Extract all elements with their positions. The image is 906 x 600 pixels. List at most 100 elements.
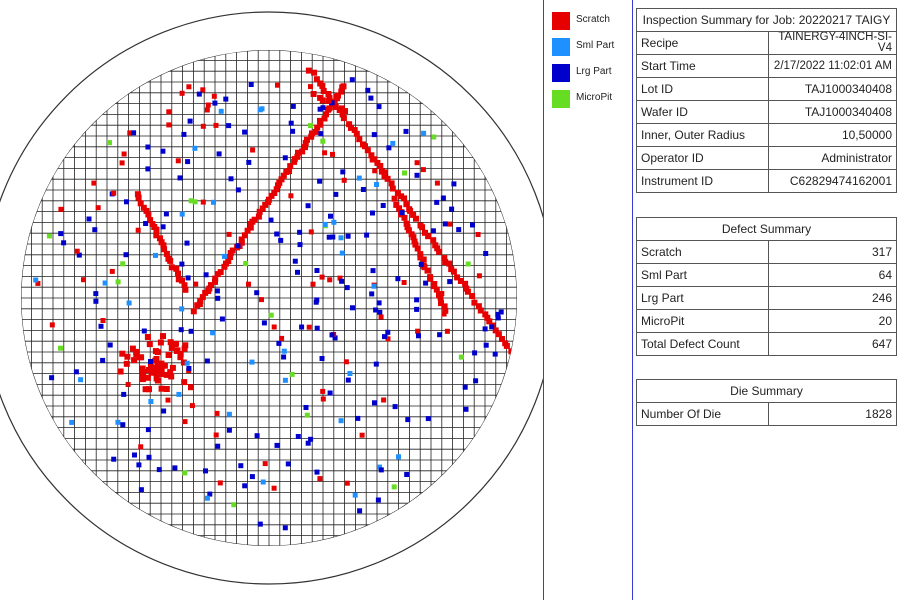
defect-marker <box>172 465 178 471</box>
defect-marker <box>58 345 63 351</box>
defect-marker <box>392 404 398 410</box>
defect-marker <box>369 291 375 297</box>
defect-marker <box>246 281 251 287</box>
defect-marker <box>203 272 209 278</box>
defect-marker <box>153 226 160 233</box>
defect-marker <box>381 397 387 403</box>
defect-marker <box>246 159 252 165</box>
defect-marker <box>136 354 143 361</box>
defect-marker <box>282 377 288 383</box>
defect-marker <box>76 252 82 258</box>
defect-marker <box>111 190 117 196</box>
defect-marker <box>430 283 437 290</box>
defect-marker <box>434 245 441 252</box>
defect-marker <box>351 127 358 133</box>
table-row: Inner, Outer Radius 10,50000 <box>636 123 897 147</box>
defect-marker <box>144 374 151 381</box>
defect-marker <box>222 253 227 259</box>
defect-marker <box>471 299 478 306</box>
defect-marker <box>454 274 461 281</box>
defect-marker <box>273 186 280 193</box>
defect-marker <box>393 201 400 208</box>
defect-marker <box>430 228 436 234</box>
defect-marker <box>414 172 420 178</box>
defect-marker <box>486 318 493 325</box>
legend-label: Sml Part <box>576 40 615 51</box>
defect-marker <box>107 140 112 146</box>
defect-marker <box>337 275 343 281</box>
defect-marker <box>420 256 427 263</box>
row-label: Lrg Part <box>636 286 769 310</box>
defect-marker <box>158 385 165 392</box>
defect-marker <box>129 345 136 352</box>
defect-marker <box>223 96 229 102</box>
defect-marker <box>343 359 349 365</box>
defect-marker <box>317 117 323 124</box>
die-summary-title: Die Summary <box>636 379 897 403</box>
defect-marker <box>140 204 147 211</box>
defect-marker <box>353 130 360 137</box>
lrg-part-count: 246 <box>768 286 897 310</box>
defect-marker <box>374 182 379 187</box>
defect-marker <box>192 145 198 151</box>
defect-marker <box>117 368 124 375</box>
defect-marker <box>295 269 300 275</box>
defect-marker <box>419 224 426 231</box>
defect-marker <box>377 464 382 470</box>
defect-marker <box>378 467 384 473</box>
defect-marker <box>182 419 188 425</box>
defect-marker <box>259 205 266 212</box>
table-row: Recipe TAINERGY-4INCH-SI-V4 <box>636 31 897 55</box>
defect-marker <box>305 203 311 209</box>
defect-marker <box>93 298 99 304</box>
defect-marker <box>306 324 312 330</box>
defect-marker <box>476 273 482 279</box>
defect-marker <box>282 525 288 531</box>
defect-marker <box>238 236 245 243</box>
defect-marker <box>179 261 185 267</box>
defect-marker <box>120 261 126 267</box>
defect-marker <box>342 108 348 115</box>
defect-marker <box>223 260 229 267</box>
defect-marker <box>330 151 335 157</box>
defect-marker <box>405 417 411 423</box>
defect-marker <box>241 232 248 239</box>
defect-marker <box>156 467 162 473</box>
defect-marker <box>166 109 172 115</box>
defect-marker <box>344 480 350 486</box>
defect-marker <box>327 277 333 283</box>
defect-marker <box>323 111 329 118</box>
defect-marker <box>167 257 174 264</box>
row-label: Instrument ID <box>636 169 769 193</box>
defect-marker <box>319 356 325 361</box>
defect-marker <box>377 309 383 315</box>
defect-marker <box>385 329 391 335</box>
legend-label: Scratch <box>576 14 610 25</box>
defect-marker <box>168 344 175 351</box>
defect-marker <box>268 192 275 199</box>
defect-marker <box>287 163 294 170</box>
defect-marker <box>204 358 210 364</box>
defect-marker <box>396 454 401 460</box>
defect-marker <box>322 150 328 156</box>
defect-marker <box>378 314 384 320</box>
micropit-count: 20 <box>768 309 897 333</box>
legend-item-sml-part: Sml Part <box>552 38 632 56</box>
defect-marker <box>499 336 505 342</box>
scratch-count: 317 <box>768 240 897 264</box>
defect-marker <box>249 474 255 480</box>
defect-marker <box>447 221 453 227</box>
recipe-value: TAINERGY-4INCH-SI-V4 <box>768 31 897 55</box>
defect-marker <box>297 242 303 248</box>
table-row: Lot ID TAJ1000340408 <box>636 77 897 101</box>
defect-marker <box>375 497 381 503</box>
table-row: Scratch 317 <box>636 240 897 264</box>
defect-marker <box>279 335 285 341</box>
defect-marker <box>257 521 263 527</box>
defect-marker <box>180 359 187 366</box>
defect-marker <box>440 195 446 201</box>
defect-marker <box>483 342 489 348</box>
defect-marker <box>385 336 391 342</box>
defect-marker <box>325 91 332 97</box>
defect-marker <box>188 384 194 391</box>
